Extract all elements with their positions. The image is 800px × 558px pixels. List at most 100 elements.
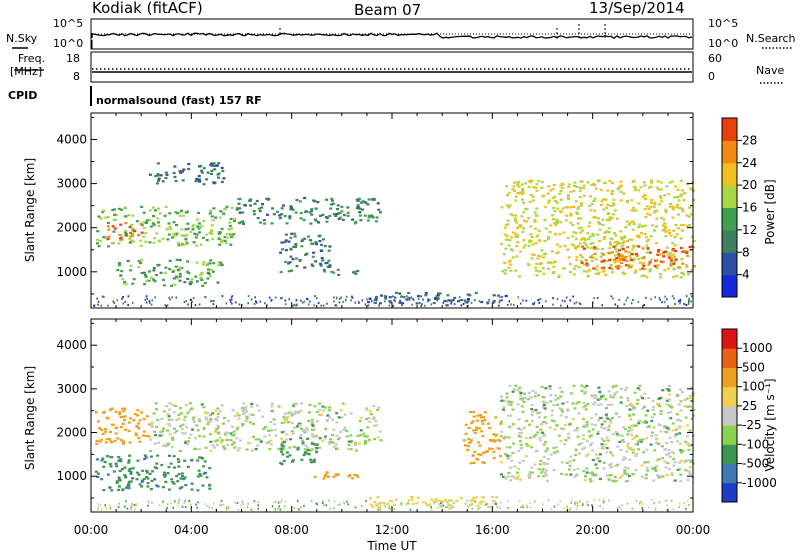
echo-cell xyxy=(245,415,249,418)
echo-cell xyxy=(433,501,437,504)
echo-cell xyxy=(602,427,606,430)
echo-cell xyxy=(507,266,511,269)
echo-cell xyxy=(672,229,676,232)
noise-tick-top-left: 10^5 xyxy=(53,17,83,30)
echo-cell xyxy=(355,198,359,201)
echo-cell xyxy=(195,244,199,247)
echo-cell xyxy=(127,421,131,424)
echo-cell xyxy=(609,474,613,477)
echo-cell xyxy=(530,446,534,449)
echo-cell xyxy=(679,195,682,198)
echo-cell xyxy=(259,440,263,443)
echo-cell xyxy=(293,235,297,238)
echo-cell xyxy=(229,243,233,246)
echo-cell xyxy=(557,274,561,278)
echo-cell xyxy=(603,502,605,505)
echo-cell xyxy=(356,206,360,209)
echo-cell xyxy=(528,471,532,474)
echo-cell xyxy=(210,224,214,227)
colorbar-tick-label: 8 xyxy=(742,245,750,259)
echo-cell xyxy=(318,413,321,417)
echo-cell xyxy=(568,464,572,467)
echo-cell xyxy=(499,299,501,302)
echo-cell xyxy=(529,233,533,236)
echo-cell xyxy=(492,300,496,303)
echo-cell xyxy=(582,503,584,506)
echo-cell xyxy=(184,240,188,243)
echo-cell xyxy=(157,263,161,266)
echo-cell xyxy=(318,402,322,405)
echo-cell xyxy=(103,428,107,431)
echo-cell xyxy=(292,445,296,448)
echo-cell xyxy=(687,443,691,446)
echo-cell xyxy=(109,465,113,468)
echo-cell xyxy=(315,243,319,246)
echo-cell xyxy=(641,407,645,410)
echo-cell xyxy=(542,443,546,446)
echo-cell xyxy=(94,411,98,414)
echo-cell xyxy=(593,394,597,397)
echo-cell xyxy=(172,482,176,485)
echo-cell xyxy=(124,428,127,431)
echo-cell xyxy=(175,475,179,478)
echo-cell xyxy=(603,499,605,502)
y-tick-label: 2000 xyxy=(56,221,87,235)
echo-cell xyxy=(222,177,226,180)
echo-cell xyxy=(115,480,119,483)
echo-cell xyxy=(124,475,128,478)
echo-cell xyxy=(620,261,624,265)
echo-cell xyxy=(107,235,111,238)
echo-cell xyxy=(511,451,515,455)
echo-cell xyxy=(265,197,269,200)
velocity-echo-layer xyxy=(94,384,696,511)
echo-cell xyxy=(498,439,502,442)
echo-cell xyxy=(574,237,578,240)
echo-cell xyxy=(144,476,148,479)
echo-cell xyxy=(573,475,577,478)
echo-cell xyxy=(543,416,547,419)
echo-cell xyxy=(527,244,531,247)
echo-cell xyxy=(528,476,532,479)
echo-cell xyxy=(162,500,164,503)
echo-cell xyxy=(236,502,239,505)
echo-cell xyxy=(520,506,522,509)
echo-cell xyxy=(285,451,289,454)
echo-cell xyxy=(216,426,220,429)
echo-cell xyxy=(300,427,303,430)
echo-cell xyxy=(464,300,466,303)
echo-cell xyxy=(184,441,188,444)
echo-cell xyxy=(689,405,692,408)
echo-cell xyxy=(289,438,293,441)
echo-cell xyxy=(586,181,590,184)
echo-cell xyxy=(128,441,132,444)
echo-cell xyxy=(150,423,154,426)
echo-cell xyxy=(153,478,157,481)
echo-cell xyxy=(115,465,119,468)
echo-cell xyxy=(235,437,239,440)
echo-cell xyxy=(346,206,350,209)
echo-cell xyxy=(467,437,471,440)
echo-cell xyxy=(121,416,125,419)
echo-cell xyxy=(191,428,194,431)
echo-cell xyxy=(315,451,319,454)
echo-cell xyxy=(281,453,285,456)
echo-cell xyxy=(508,204,512,207)
echo-cell xyxy=(280,447,284,451)
echo-cell xyxy=(440,505,443,508)
echo-cell xyxy=(587,225,591,228)
echo-cell xyxy=(614,431,618,434)
echo-cell xyxy=(341,218,345,221)
echo-cell xyxy=(373,298,377,301)
echo-cell xyxy=(142,221,146,224)
echo-cell xyxy=(191,418,195,421)
echo-cell xyxy=(499,507,501,509)
echo-cell xyxy=(626,296,629,299)
echo-cell xyxy=(553,195,557,198)
echo-cell xyxy=(106,473,110,476)
echo-cell xyxy=(325,504,328,507)
echo-cell xyxy=(649,185,653,188)
echo-cell xyxy=(200,171,204,174)
echo-cell xyxy=(274,507,276,510)
echo-cell xyxy=(642,264,646,267)
echo-cell xyxy=(309,300,311,303)
